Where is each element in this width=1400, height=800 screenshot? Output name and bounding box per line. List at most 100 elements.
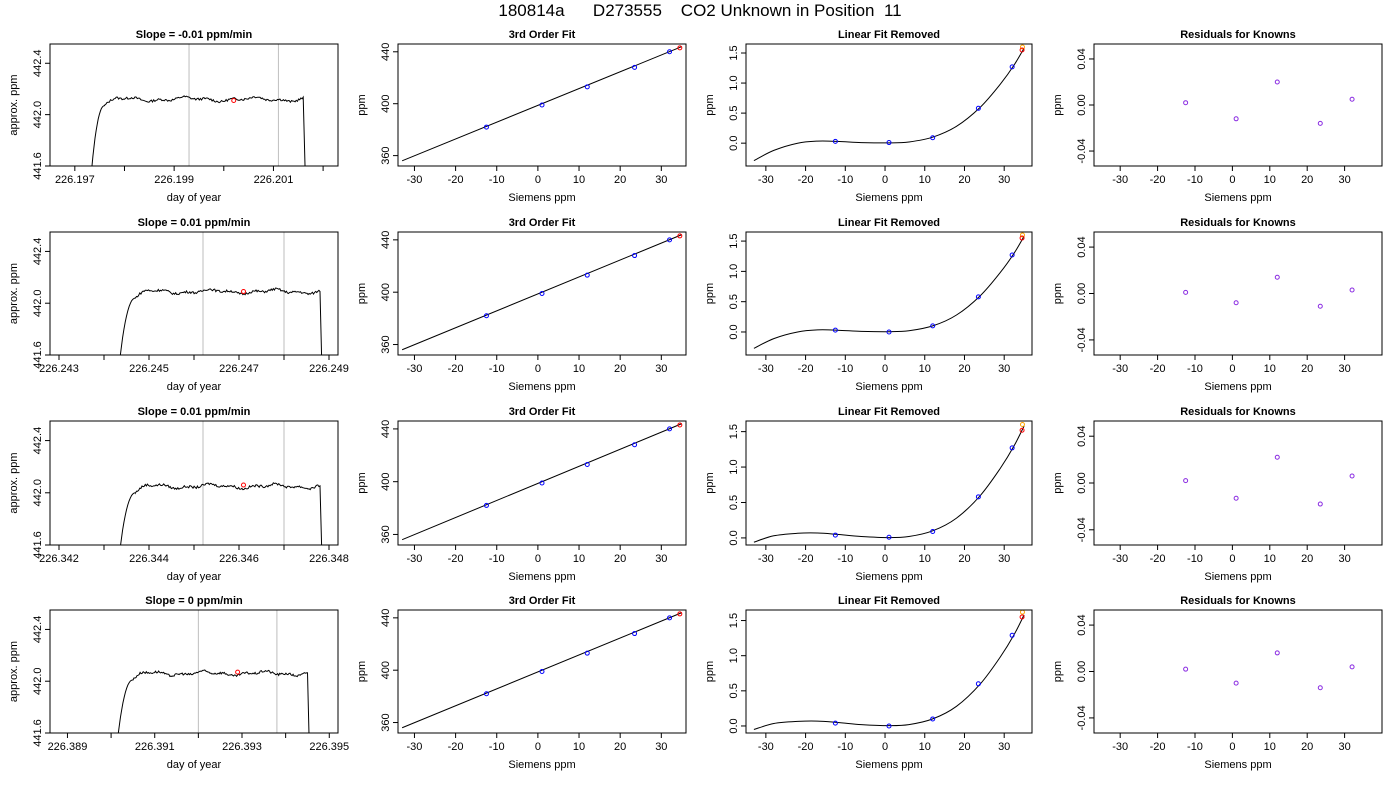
x-tick-label: -30 — [758, 741, 774, 753]
x-tick-label: -20 — [798, 363, 814, 375]
plot-frame — [1093, 231, 1383, 356]
y-tick-label: 400 — [380, 283, 392, 301]
x-tick-label: 30 — [655, 741, 667, 753]
x-tick-label: 10 — [919, 553, 931, 565]
x-tick-label: 10 — [919, 741, 931, 753]
x-tick-label: 20 — [958, 174, 970, 186]
panel-fit-1: 3rd Order Fit -30 -20 -10 0 10 20 30 360 400 440 Si… — [356, 29, 687, 204]
mean-marker — [241, 289, 246, 295]
x-axis-label: Siemens ppm — [1204, 759, 1271, 771]
x-tick-label: -30 — [407, 363, 423, 375]
plot-area — [401, 611, 683, 729]
y-tick-label: 440 — [380, 43, 392, 61]
x-tick-label: -10 — [1187, 363, 1203, 375]
x-tick-label: 10 — [573, 553, 585, 565]
known-point — [930, 716, 936, 722]
x-axis-label: Siemens ppm — [508, 381, 575, 393]
x-tick-label: 20 — [1301, 363, 1313, 375]
x-tick-label: 226.201 — [254, 174, 294, 186]
x-tick-label: 10 — [1264, 553, 1276, 565]
known-point — [584, 462, 590, 468]
known-point — [584, 84, 590, 90]
y-axis-label: approx. ppm — [8, 263, 20, 324]
plot-area — [1183, 454, 1355, 507]
x-tick-label: 226.249 — [309, 363, 349, 375]
y-tick-label: 0.00 — [1076, 283, 1088, 304]
x-tick-label: 30 — [998, 363, 1010, 375]
x-tick-label: -10 — [837, 174, 853, 186]
x-tick-label: 0 — [535, 363, 541, 375]
x-tick-label: 226.395 — [309, 741, 349, 753]
x-tick-label: 10 — [573, 174, 585, 186]
x-tick-label: 226.346 — [219, 553, 259, 565]
y-tick-label: 1.5 — [728, 424, 740, 439]
x-tick-label: 0 — [1229, 553, 1235, 565]
x-tick-label: -10 — [1187, 553, 1203, 565]
plot-frame — [397, 609, 687, 734]
known-point — [483, 502, 489, 508]
x-tick-label: 20 — [958, 553, 970, 565]
x-tick-label: 30 — [1338, 363, 1350, 375]
x-tick-label: 226.342 — [39, 553, 79, 565]
plot-area — [753, 610, 1025, 730]
panel-linear-removed-1: Linear Fit Removed -30 -20 -10 0 10 20 30 0.0 0.5… — [704, 29, 1033, 204]
y-axis-label: ppm — [356, 94, 368, 115]
x-tick-label: 10 — [573, 741, 585, 753]
plot-frame — [745, 609, 1033, 734]
known-point — [1317, 303, 1323, 309]
known-point — [1349, 473, 1355, 479]
known-point — [667, 237, 673, 243]
x-tick-label: -20 — [1150, 553, 1166, 565]
known-point — [539, 669, 545, 674]
x-tick-label: 10 — [573, 363, 585, 375]
y-tick-label: 0.5 — [728, 105, 740, 120]
known-point — [1274, 274, 1280, 280]
known-point — [667, 49, 673, 55]
y-axis-label: ppm — [356, 472, 368, 493]
y-axis-label: ppm — [704, 283, 716, 304]
panel-title: Slope = 0 ppm/min — [145, 595, 243, 607]
known-point — [1009, 445, 1015, 451]
panel-title: Linear Fit Removed — [838, 217, 940, 229]
known-point — [832, 532, 838, 538]
y-tick-label: 442.4 — [32, 49, 44, 77]
y-tick-label: 1.0 — [728, 75, 740, 90]
plot-frame — [1093, 43, 1383, 167]
x-tick-label: 226.245 — [129, 363, 169, 375]
x-tick-label: 20 — [1301, 553, 1313, 565]
y-tick-label: -0.04 — [1076, 705, 1088, 730]
y-tick-label: -0.04 — [1076, 517, 1088, 542]
y-tick-label: 400 — [380, 661, 392, 679]
known-point — [886, 534, 892, 540]
x-tick-label: -20 — [1150, 741, 1166, 753]
x-tick-label: 20 — [614, 174, 626, 186]
x-tick-label: 0 — [882, 741, 888, 753]
mean-marker — [241, 482, 246, 488]
y-tick-label: 0.04 — [1076, 614, 1088, 635]
y-axis-label: ppm — [1052, 94, 1064, 115]
x-tick-label: 0 — [882, 363, 888, 375]
known-point — [930, 529, 936, 535]
y-tick-label: 442.0 — [32, 101, 44, 129]
panel-title: 3rd Order Fit — [509, 217, 576, 229]
panel-title: Slope = -0.01 ppm/min — [136, 29, 253, 41]
x-tick-label: 0 — [882, 174, 888, 186]
x-axis-label: Siemens ppm — [855, 192, 922, 204]
plot-area — [401, 45, 683, 162]
known-point — [1183, 100, 1189, 106]
y-tick-label: -0.04 — [1076, 138, 1088, 163]
x-tick-label: 226.197 — [55, 174, 95, 186]
x-tick-label: -20 — [798, 174, 814, 186]
x-tick-label: -30 — [758, 363, 774, 375]
x-tick-label: 30 — [1338, 553, 1350, 565]
ppm-trace — [117, 669, 310, 733]
y-tick-label: 1.0 — [728, 264, 740, 279]
x-tick-label: -10 — [489, 741, 505, 753]
x-tick-label: -30 — [758, 553, 774, 565]
y-tick-label: 360 — [380, 525, 392, 543]
panel-title: Slope = 0.01 ppm/min — [138, 406, 251, 418]
plot-area — [753, 422, 1025, 543]
x-tick-label: -10 — [489, 363, 505, 375]
plot-area — [119, 232, 323, 355]
x-tick-label: 30 — [998, 174, 1010, 186]
